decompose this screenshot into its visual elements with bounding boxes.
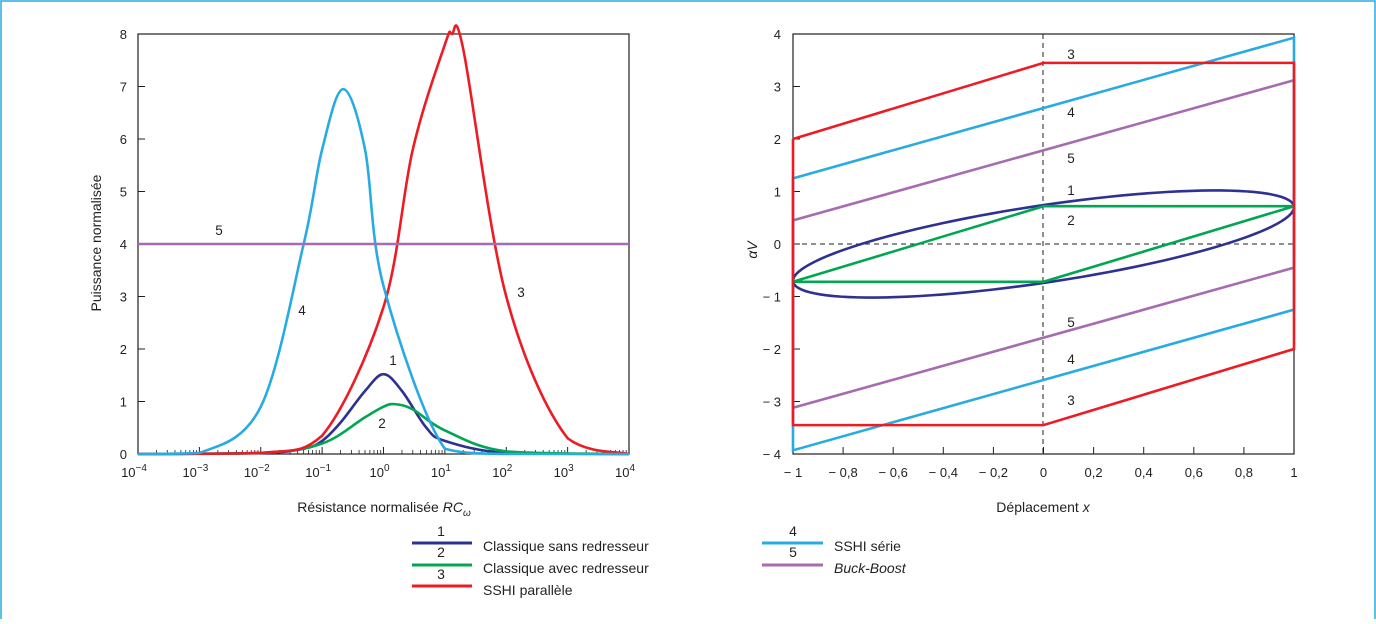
right-x-tick-label: − 0,4 — [929, 465, 958, 480]
right-x-tick-label: 0,4 — [1135, 465, 1153, 480]
right-x-tick-label: − 0,6 — [879, 465, 908, 480]
left-y-tick-label: 5 — [120, 185, 127, 200]
right-y-tick-label: − 2 — [763, 342, 781, 357]
legend-item-3: 3 SSHI parallèle — [412, 566, 573, 598]
right-x-tick-label: − 1 — [784, 465, 802, 480]
right-y-tick-label: − 1 — [763, 290, 781, 305]
left-y-tick-label: 0 — [120, 447, 127, 462]
legend-num-4: 4 — [789, 523, 797, 539]
right-chart: − 1 − 0,8 − 0,6 − 0,4 − 0,2 0 0,2 0,4 0,6 0,8 1 − … — [744, 27, 1298, 515]
right-y-tick-label: − 4 — [763, 447, 781, 462]
right-x-tick-label: 1 — [1290, 465, 1297, 480]
legend-num-2: 2 — [437, 544, 445, 560]
left-curve-label-3: 3 — [517, 285, 525, 300]
right-y-tick-label: 0 — [774, 237, 781, 252]
right-curve-label-4-top: 4 — [1067, 105, 1075, 120]
right-curve-3 — [791, 61, 1296, 427]
left-y-tick-label: 7 — [120, 80, 127, 95]
right-y-ticks: − 4 − 3 − 2 − 1 0 1 2 3 4 — [763, 27, 800, 462]
right-y-tick-label: 3 — [774, 80, 781, 95]
left-x-tick-label: 103 — [554, 463, 574, 480]
left-x-tick-label: 101 — [431, 463, 451, 480]
legend-num-3: 3 — [437, 566, 445, 582]
right-x-tick-label: − 0,2 — [979, 465, 1008, 480]
right-x-tick-label: 0 — [1040, 465, 1047, 480]
legend-label-1: Classique sans redresseur — [483, 538, 649, 554]
legend-item-1: 1 Classique sans redresseur — [412, 523, 649, 554]
right-x-tick-label: 0,6 — [1185, 465, 1203, 480]
legend-label-3: SSHI parallèle — [483, 582, 573, 598]
right-curve-label-4-bottom: 4 — [1067, 352, 1075, 367]
legend-label-2: Classique avec redresseur — [483, 560, 649, 576]
right-curve-label-2: 2 — [1067, 213, 1075, 228]
right-x-tick-label: − 0,8 — [828, 465, 857, 480]
right-y-axis-label: αV — [744, 240, 760, 259]
right-y-tick-label: 1 — [774, 185, 781, 200]
left-x-tick-label: 100 — [369, 463, 389, 480]
left-curve-4 — [137, 87, 629, 456]
left-x-tick-label: 10−3 — [182, 463, 208, 480]
left-curve-3 — [137, 24, 630, 456]
right-y-tick-label: 2 — [774, 132, 781, 147]
right-curve-label-5-top: 5 — [1067, 151, 1075, 166]
left-x-ticks: 10−4 10−3 10−2 10−1 100 101 102 103 104 — [121, 447, 635, 480]
left-y-tick-label: 8 — [120, 27, 127, 42]
legend-label-5: Buck-Boost — [834, 560, 907, 576]
right-x-tick-label: 0,8 — [1235, 465, 1253, 480]
legend-item-2: 2 Classique avec redresseur — [412, 544, 649, 576]
left-y-tick-label: 1 — [120, 395, 127, 410]
left-chart: 10−4 10−3 10−2 10−1 100 101 102 103 104 0 1 2 3 4 5 6 7… — [88, 24, 635, 519]
left-curves — [137, 24, 630, 456]
left-curve-label-2: 2 — [378, 416, 386, 431]
right-curve-label-1: 1 — [1067, 183, 1075, 198]
right-y-tick-label: − 3 — [763, 395, 781, 410]
left-curve-label-5: 5 — [215, 223, 223, 238]
left-y-tick-label: 6 — [120, 132, 127, 147]
legend-item-5: 5 Buck-Boost — [762, 544, 907, 576]
left-x-tick-label: 102 — [492, 463, 512, 480]
left-y-ticks: 0 1 2 3 4 5 6 7 8 — [120, 27, 145, 462]
left-y-tick-label: 4 — [120, 237, 127, 252]
left-x-tick-label: 10−2 — [244, 463, 270, 480]
left-curve-1 — [137, 372, 630, 456]
right-curve-label-3-top: 3 — [1067, 47, 1075, 62]
legend-num-5: 5 — [789, 544, 797, 560]
left-x-tick-label: 10−1 — [305, 463, 331, 480]
legend-label-4: SSHI série — [834, 538, 901, 554]
left-y-tick-label: 2 — [120, 342, 127, 357]
left-curve-label-1: 1 — [389, 353, 397, 368]
legend: 1 Classique sans redresseur 2 Classique … — [412, 523, 907, 598]
left-y-tick-label: 3 — [120, 290, 127, 305]
right-curve-label-3-bottom: 3 — [1067, 393, 1075, 408]
left-y-axis-label: Puissance normalisée — [88, 174, 104, 311]
left-x-tick-label: 10−4 — [121, 463, 147, 480]
left-x-tick-label: 104 — [615, 463, 635, 480]
right-curve-label-5-bottom: 5 — [1067, 315, 1075, 330]
legend-item-4: 4 SSHI série — [762, 523, 901, 554]
right-y-tick-label: 4 — [774, 27, 781, 42]
legend-num-1: 1 — [437, 523, 445, 539]
right-curves — [791, 35, 1296, 453]
right-x-ticks: − 1 − 0,8 − 0,6 − 0,4 − 0,2 0 0,2 0,4 0,6 0,8 1 — [784, 447, 1298, 480]
left-x-axis-label: Résistance normalisée RCω — [297, 499, 471, 519]
right-x-tick-label: 0,2 — [1085, 465, 1103, 480]
right-x-axis-label: Déplacement x — [996, 499, 1090, 515]
left-curve-label-4: 4 — [298, 303, 306, 318]
